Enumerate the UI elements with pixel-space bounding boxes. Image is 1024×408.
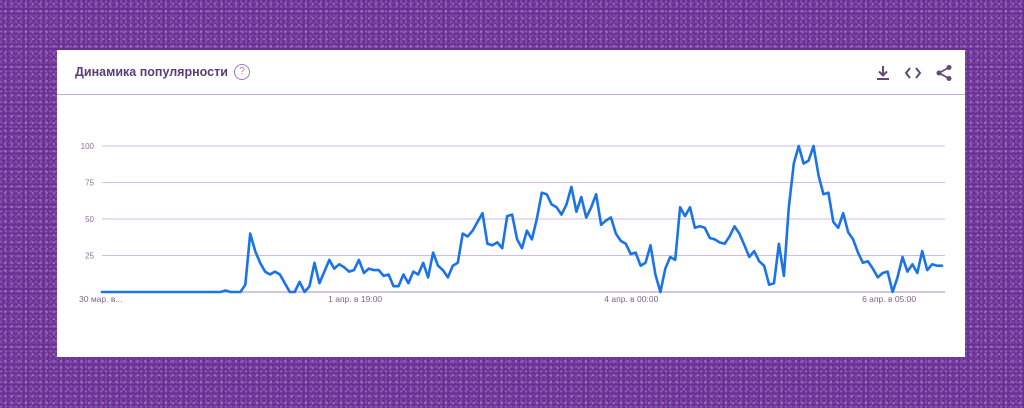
y-tick-label: 100: [81, 142, 95, 151]
help-icon[interactable]: ?: [234, 64, 250, 80]
trend-chart: 25 50 75 100 30 мар. в... 1 апр. в 19:00 4 ап…: [79, 142, 945, 304]
y-axis-ticks: 25 50 75 100: [81, 142, 95, 261]
embed-code-icon[interactable]: [904, 64, 922, 82]
x-tick-label: 4 апр. в 00:00: [604, 294, 658, 304]
x-tick-label: 1 апр. в 19:00: [328, 294, 382, 304]
x-axis-ticks: 30 мар. в... 1 апр. в 19:00 4 апр. в 00:00…: [79, 294, 916, 304]
download-icon[interactable]: [874, 64, 892, 82]
popularity-widget: Динамика популярности ? 25 50 75 100 30 мар…: [57, 50, 965, 357]
y-tick-label: 50: [85, 215, 94, 224]
share-icon[interactable]: [935, 64, 953, 82]
x-tick-label: 30 мар. в...: [79, 294, 122, 304]
widget-header: Динамика популярности ?: [57, 50, 965, 95]
x-tick-label: 6 апр. в 05:00: [862, 294, 916, 304]
widget-title: Динамика популярности: [75, 65, 228, 79]
chart-grid: [102, 145, 945, 293]
popularity-line: [100, 144, 944, 294]
y-tick-label: 25: [85, 252, 94, 261]
y-tick-label: 75: [85, 179, 94, 188]
